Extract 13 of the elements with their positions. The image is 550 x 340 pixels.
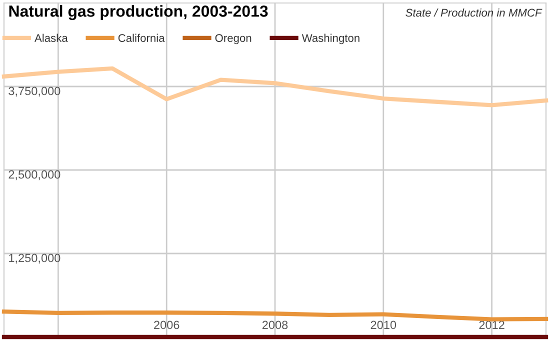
- x-tick-label: 2006: [154, 320, 180, 330]
- y-tick-label: 1,250,000: [9, 254, 60, 264]
- chart-title: Natural gas production, 2003-2013: [9, 5, 268, 20]
- x-tick-label: 2010: [370, 320, 396, 330]
- x-tick-label: 2008: [262, 320, 288, 330]
- legend-label: Washington: [302, 34, 360, 44]
- x-tick-label: 2012: [479, 320, 504, 330]
- text: Alaska: [34, 34, 68, 42]
- y-tick-label: 2,500,000: [8, 170, 60, 180]
- legend-label: California: [118, 34, 165, 42]
- chart-subtitle: State / Production in MMCF: [406, 8, 542, 17]
- y-tick-label: 3,750,000: [8, 86, 60, 97]
- legend-label: Oregon: [215, 34, 252, 44]
